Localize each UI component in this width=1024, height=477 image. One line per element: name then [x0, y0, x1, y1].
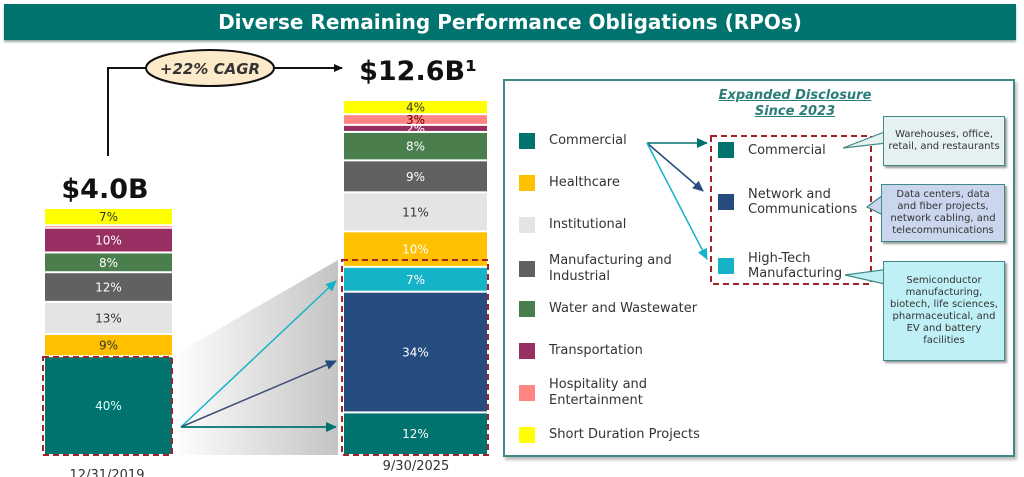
bar-segment-institutional-12-31-2019	[45, 302, 172, 333]
bar-segment-transportation-9-30-2025	[344, 125, 487, 131]
bar-label-water-and-wastewater-12-31-2019: 8%	[99, 256, 118, 270]
bar-segment-network-and-communications-9-30-2025	[344, 292, 487, 412]
bar-label-short-duration-projects-9-30-2025: 4%	[406, 101, 425, 115]
legend-label: Manufacturing and Industrial	[549, 253, 672, 284]
sub-label: Commercial	[748, 142, 826, 158]
cagr-label: +22% CAGR	[160, 60, 260, 78]
bar-segment-commercial-12-31-2019	[45, 357, 172, 454]
legend-item-transportation: Transportation	[519, 343, 643, 359]
highlight-commercial-2019	[42, 356, 173, 456]
sub-label: Network and Communications	[748, 187, 858, 217]
bar-segment-water-and-wastewater-12-31-2019	[45, 253, 172, 272]
bar-label-short-duration-projects-12-31-2019: 7%	[99, 210, 118, 224]
bar-label-high-tech-manufacturing-9-30-2025: 7%	[406, 273, 425, 287]
legend-arrow-hightech	[646, 142, 708, 260]
sub-item-network: Network and Communications	[718, 187, 868, 217]
bar-segment-manufacturing-and-industrial-9-30-2025	[344, 161, 487, 192]
legend-item-healthcare: Healthcare	[519, 175, 620, 191]
bar-segment-short-duration-projects-12-31-2019	[45, 209, 172, 225]
bar-label-network-and-communications-9-30-2025: 34%	[402, 346, 429, 360]
legend-label: Short Duration Projects	[549, 427, 700, 442]
expanded-title-line1: Expanded Disclosure	[718, 88, 872, 103]
callout-hightech: Semiconductor manufacturing, biotech, li…	[883, 261, 1005, 361]
expanded-disclosure-box	[710, 135, 872, 285]
legend-swatch	[519, 385, 535, 401]
sub-swatch	[718, 142, 734, 158]
legend-arrow-network	[646, 142, 704, 192]
legend-item-water: Water and Wastewater	[519, 301, 697, 317]
legend-swatch	[519, 343, 535, 359]
legend-label: Healthcare	[549, 175, 620, 190]
bar-label-manufacturing-and-industrial-12-31-2019: 12%	[95, 281, 122, 295]
bar-label-healthcare-12-31-2019: 9%	[99, 339, 118, 353]
cagr-connector-line	[107, 67, 146, 156]
sub-item-hightech: High-Tech Manufacturing	[718, 251, 853, 281]
sub-label: High-Tech Manufacturing	[748, 251, 843, 281]
bar-label-healthcare-9-30-2025: 10%	[402, 243, 429, 257]
bar-label-transportation-9-30-2025: 2%	[406, 122, 425, 136]
legend-swatch	[519, 217, 535, 233]
legend-label: Water and Wastewater	[549, 301, 698, 316]
legend-swatch	[519, 427, 535, 443]
legend-label: Commercial	[549, 133, 627, 148]
bar-segment-hospitality-and-entertainment-9-30-2025	[344, 115, 487, 124]
arrow-to-network	[180, 360, 337, 428]
arrow-to-hightech	[180, 280, 337, 428]
bar-segment-institutional-9-30-2025	[344, 193, 487, 231]
legend-swatch	[519, 261, 535, 277]
legend-swatch	[519, 133, 535, 149]
expanded-title-line2: Since 2023	[754, 104, 836, 119]
bar-label-commercial-9-30-2025: 12%	[402, 427, 429, 441]
callout-pointer-commercial	[842, 130, 888, 149]
sub-swatch	[718, 258, 734, 274]
bar-label-manufacturing-and-industrial-9-30-2025: 9%	[406, 170, 425, 184]
sub-item-commercial: Commercial	[718, 142, 826, 158]
page-title: Diverse Remaining Performance Obligation…	[4, 4, 1016, 40]
bar-label-water-and-wastewater-9-30-2025: 8%	[406, 140, 425, 154]
bar-segment-transportation-12-31-2019	[45, 228, 172, 252]
legend-panel: Commercial Healthcare Institutional Manu…	[503, 79, 1015, 457]
highlight-commercial-2025	[341, 259, 489, 456]
total-2025: $12.6B¹	[359, 56, 477, 87]
legend-label: Transportation	[549, 343, 643, 358]
bar-label-institutional-12-31-2019: 13%	[95, 311, 122, 325]
callout-network: Data centers, data and fiber projects, n…	[881, 184, 1005, 242]
sub-swatch	[718, 194, 734, 210]
legend-swatch	[519, 301, 535, 317]
legend-item-manufacturing: Manufacturing and Industrial	[519, 253, 689, 285]
bar-segment-high-tech-manufacturing-9-30-2025	[344, 267, 487, 291]
bar-segment-water-and-wastewater-9-30-2025	[344, 132, 487, 160]
expanded-disclosure-title: Expanded Disclosure Since 2023	[695, 88, 895, 120]
callout-commercial: Warehouses, office, retail, and restaura…	[883, 116, 1005, 166]
bar-segment-healthcare-12-31-2019	[45, 334, 172, 356]
bar-label-hospitality-and-entertainment-9-30-2025: 3%	[406, 113, 425, 127]
legend-item-commercial: Commercial	[519, 133, 627, 149]
legend-label: Hospitality and Entertainment	[549, 377, 648, 408]
x-label-2019: 12/31/2019	[70, 468, 145, 477]
bar-label-commercial-12-31-2019: 40%	[95, 399, 122, 413]
bar-segment-manufacturing-and-industrial-12-31-2019	[45, 273, 172, 301]
legend-label: Institutional	[549, 217, 627, 232]
legend-overlay	[646, 130, 890, 286]
legend-swatch	[519, 175, 535, 191]
bar-segment-short-duration-projects-9-30-2025	[344, 101, 487, 114]
legend-item-institutional: Institutional	[519, 217, 626, 233]
bar-label-transportation-12-31-2019: 10%	[95, 234, 122, 248]
bar-segment-commercial-9-30-2025	[344, 413, 487, 454]
legend-item-hospitality: Hospitality and Entertainment	[519, 377, 659, 409]
bar-segment-hospitality-and-entertainment-12-31-2019	[45, 226, 172, 228]
legend-item-short-duration: Short Duration Projects	[519, 427, 700, 443]
bar-label-institutional-9-30-2025: 11%	[402, 205, 429, 219]
x-label-2025: 9/30/2025	[383, 459, 450, 474]
total-2019: $4.0B	[61, 174, 148, 205]
